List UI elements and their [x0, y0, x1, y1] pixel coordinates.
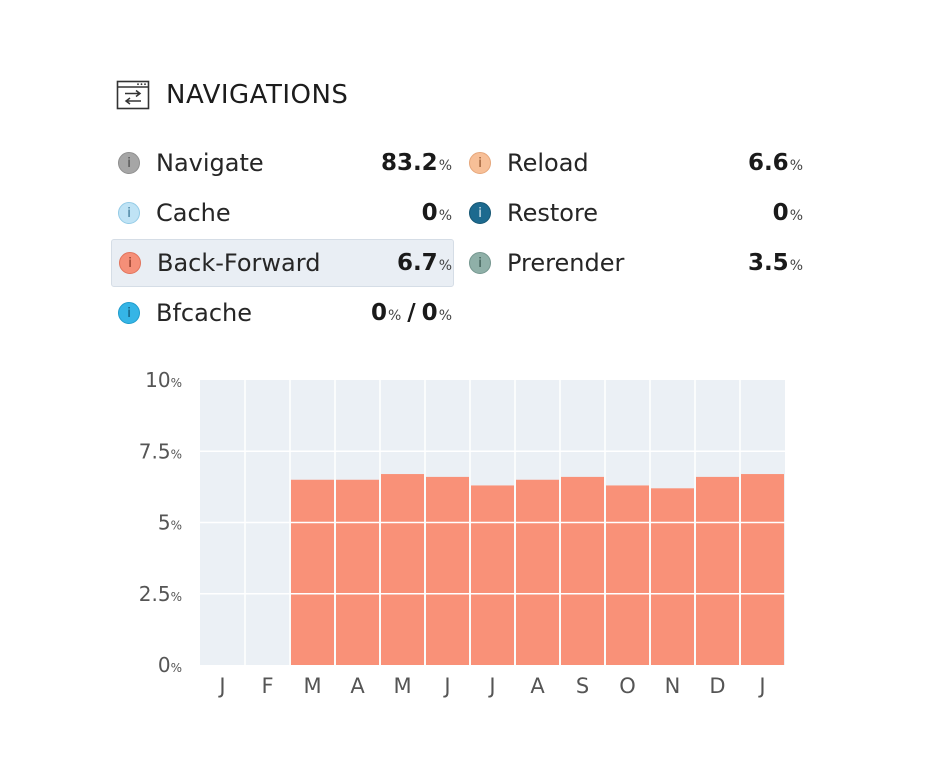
metric-label: Back-Forward — [157, 249, 321, 277]
bar[interactable] — [336, 479, 379, 665]
metric-navigate[interactable]: i Navigate 83.2% — [112, 140, 452, 186]
x-tick-label: J — [487, 674, 495, 698]
metric-label: Cache — [156, 199, 231, 227]
metric-label: Bfcache — [156, 299, 252, 327]
prerender-info-icon[interactable]: i — [469, 252, 491, 274]
x-tick-label: J — [217, 674, 225, 698]
bar[interactable] — [561, 476, 604, 665]
metric-value: 83.2% — [380, 150, 452, 176]
bar[interactable] — [381, 474, 424, 665]
x-tick-label: O — [619, 674, 636, 698]
navigate-info-icon[interactable]: i — [118, 152, 140, 174]
x-tick-label: J — [757, 674, 765, 698]
metric-value: 0% — [772, 200, 803, 226]
grid-lines — [244, 380, 741, 665]
x-tick-label: A — [350, 674, 365, 698]
y-tick-label: 10% — [145, 368, 182, 392]
x-tick-label: N — [665, 674, 681, 698]
reload-info-icon[interactable]: i — [469, 152, 491, 174]
y-tick-label: 0% — [158, 653, 182, 677]
y-tick-label: 7.5% — [139, 439, 182, 463]
bar[interactable] — [471, 485, 514, 665]
bar[interactable] — [651, 488, 694, 665]
bar[interactable] — [696, 476, 739, 665]
y-axis-ticks: 0% 2.5% 5% 7.5% 10% — [139, 368, 182, 677]
metric-value: 0%/0% — [370, 300, 452, 326]
x-tick-label: A — [530, 674, 545, 698]
metric-label: Navigate — [156, 149, 264, 177]
section-header: NAVIGATIONS — [116, 80, 348, 110]
metric-reload[interactable]: i Reload 6.6% — [463, 140, 803, 186]
restore-info-icon[interactable]: i — [469, 202, 491, 224]
bar[interactable] — [606, 485, 649, 665]
plot-background — [200, 380, 785, 665]
bar[interactable] — [741, 474, 784, 665]
x-tick-label: F — [261, 674, 273, 698]
metric-label: Prerender — [507, 249, 625, 277]
metric-value: 6.6% — [747, 150, 803, 176]
metric-value: 3.5% — [747, 250, 803, 276]
bfcache-info-icon[interactable]: i — [118, 302, 140, 324]
x-tick-label: J — [442, 674, 450, 698]
bars — [291, 474, 784, 665]
navigation-window-icon — [116, 80, 150, 110]
metric-value: 6.7% — [396, 250, 452, 276]
y-tick-label: 2.5% — [139, 582, 182, 606]
metric-restore[interactable]: i Restore 0% — [463, 190, 803, 236]
section-title: NAVIGATIONS — [166, 80, 349, 110]
x-tick-label: M — [303, 674, 321, 698]
bar[interactable] — [516, 479, 559, 665]
metric-label: Reload — [507, 149, 589, 177]
metric-label: Restore — [507, 199, 599, 227]
y-tick-label: 5% — [158, 511, 182, 535]
metric-prerender[interactable]: i Prerender 3.5% — [463, 240, 803, 286]
x-tick-label: M — [393, 674, 411, 698]
x-tick-label: S — [576, 674, 589, 698]
metric-value: 0% — [421, 200, 452, 226]
grid-overlay — [200, 450, 785, 595]
navigation-metrics: i Navigate 83.2% i Reload 6.6% i Cache 0… — [111, 137, 803, 337]
bar[interactable] — [426, 476, 469, 665]
cache-info-icon[interactable]: i — [118, 202, 140, 224]
x-tick-label: D — [709, 674, 725, 698]
back-forward-info-icon[interactable]: i — [119, 252, 141, 274]
bar[interactable] — [291, 479, 334, 665]
metric-back-forward[interactable]: i Back-Forward 6.7% — [111, 239, 454, 287]
metric-cache[interactable]: i Cache 0% — [112, 190, 452, 236]
metric-bfcache[interactable]: i Bfcache 0%/0% — [112, 290, 452, 336]
